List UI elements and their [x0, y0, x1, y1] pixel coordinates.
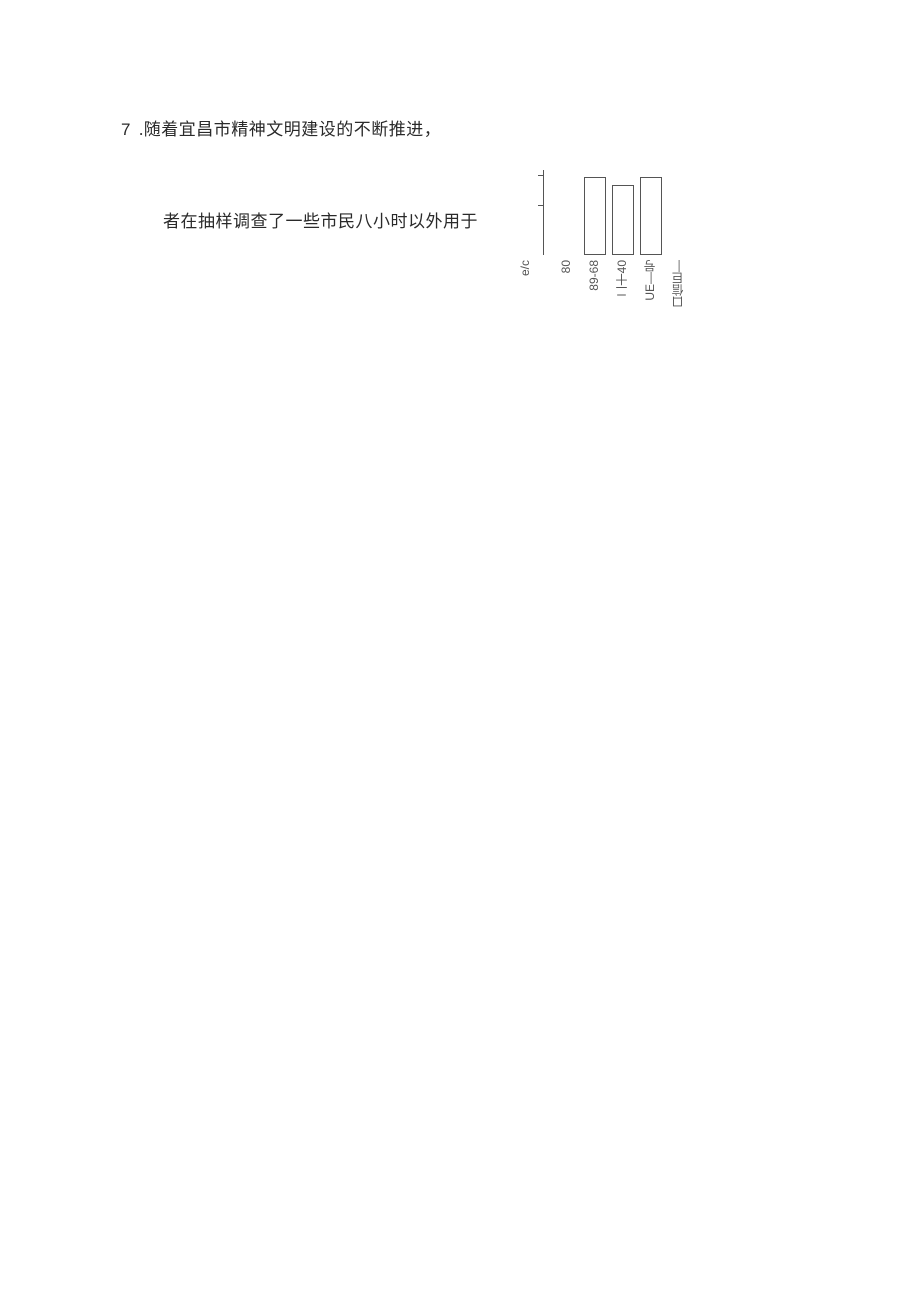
y-axis [543, 170, 544, 255]
line2-text: 者在抽样调查了一些市民八小时以外用于 [163, 212, 478, 231]
question-line-2: 者在抽样调查了一些市民八小时以外用于 [163, 207, 478, 232]
x-label: 二十40 [616, 260, 628, 297]
y-tick [538, 175, 543, 176]
line1-text: .随着宜昌市精神文明建设的不断推进， [139, 120, 441, 139]
bar [612, 185, 634, 255]
y-tick [538, 205, 543, 206]
x-label: 89-68 [588, 260, 600, 291]
x-label: 80 [560, 260, 572, 273]
question-number: 7 [121, 120, 131, 139]
bar-chart: e/c 80 89-68 二十40 UE—号 口信巨— [516, 170, 736, 320]
question-line-1: 7 .随着宜昌市精神文明建设的不断推进， [121, 115, 441, 140]
x-label: 口信巨— [672, 260, 684, 308]
bar [640, 177, 662, 255]
bar [584, 177, 606, 255]
y-axis-label: e/c [518, 260, 532, 276]
x-label: UE—号 [644, 260, 656, 301]
